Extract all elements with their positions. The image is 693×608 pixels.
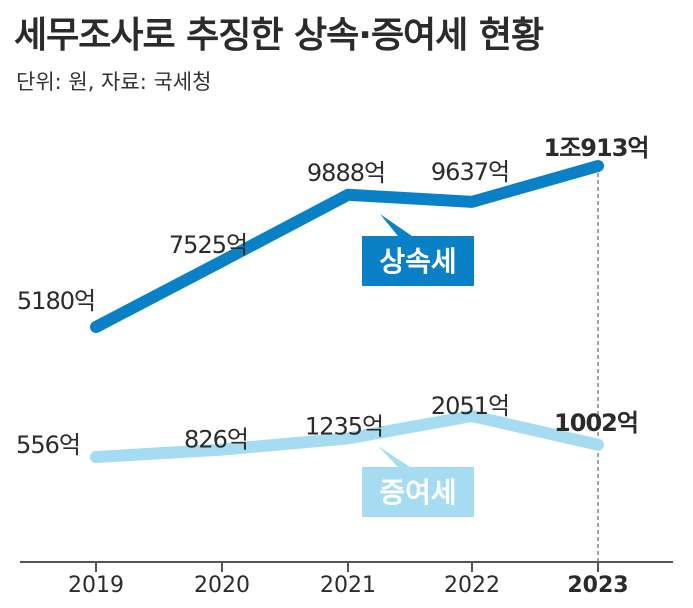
series-inheritance-tag-label: 상속세 — [379, 245, 456, 278]
series-gift-tag-box — [362, 467, 474, 517]
series-inheritance-tag-box — [362, 236, 474, 286]
unit-note: 단위: 원, 자료: 국세청 — [16, 70, 212, 94]
x-tick-label-2022: 2022 — [444, 573, 500, 598]
x-tick-label-2019: 2019 — [68, 573, 124, 598]
x-tick-label-2021: 2021 — [320, 573, 376, 598]
x-tick-label-2023: 2023 — [567, 573, 628, 598]
data-label-gift-2022: 2051억 — [431, 392, 509, 420]
data-label-gift-2019: 556억 — [16, 431, 80, 459]
data-label-inheritance-2022: 9637억 — [431, 158, 509, 186]
series-gift-tag-label: 증여세 — [379, 476, 456, 509]
page-title: 세무조사로 추징한 상속·증여세 현황 — [14, 15, 544, 56]
series-gift-tag-pointer — [378, 446, 410, 467]
series-inheritance-tag-pointer — [380, 214, 412, 236]
data-label-gift-2020: 826억 — [184, 426, 248, 454]
data-label-inheritance-2021: 9888억 — [307, 159, 385, 187]
data-label-inheritance-2023: 1조913억 — [544, 134, 649, 162]
data-label-gift-2023: 1002억 — [554, 409, 638, 437]
data-label-inheritance-2020: 7525억 — [169, 231, 247, 259]
data-label-gift-2021: 1235억 — [305, 412, 383, 440]
x-tick-label-2020: 2020 — [194, 573, 250, 598]
data-label-inheritance-2019: 5180억 — [17, 287, 95, 315]
